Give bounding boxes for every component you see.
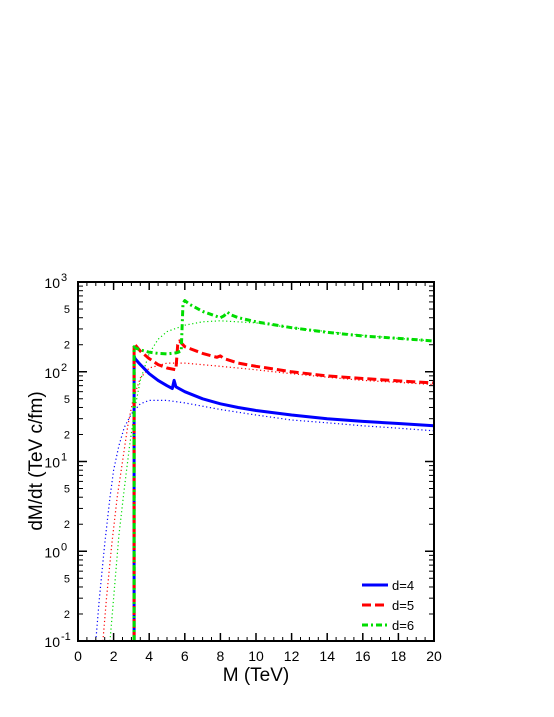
- y-minor-tick-label: 2: [64, 609, 70, 621]
- x-tick-label: 20: [426, 648, 442, 664]
- y-tick-label: 10: [44, 544, 60, 560]
- x-tick-label: 16: [355, 648, 371, 664]
- y-tick-label: 10: [44, 455, 60, 471]
- legend-label-d=5: d=5: [392, 598, 414, 613]
- y-tick-exponent: 0: [61, 541, 67, 553]
- y-minor-tick-label: 5: [64, 573, 70, 585]
- series-curves: [132, 299, 434, 641]
- x-tick-label: 6: [181, 648, 189, 664]
- x-tick-label: 10: [248, 648, 264, 664]
- legend-label-d=6: d=6: [392, 618, 414, 633]
- y-minor-tick-label: 2: [64, 340, 70, 352]
- y-tick-exponent: 3: [61, 272, 67, 284]
- y-axis-title: dM/dt (TeV c/fm): [26, 391, 47, 530]
- y-tick-label: 10: [44, 365, 60, 381]
- series-line-d=5: [132, 339, 434, 641]
- x-axis-title: M (TeV): [223, 665, 290, 686]
- x-tick-label: 0: [74, 648, 82, 664]
- y-tick-label: 10: [44, 634, 60, 650]
- y-minor-tick-label: 5: [64, 304, 70, 316]
- x-tick-label: 8: [217, 648, 225, 664]
- y-minor-tick-label: 2: [64, 519, 70, 531]
- series-line-d=4: [132, 354, 434, 641]
- y-minor-tick-label: 2: [64, 429, 70, 441]
- y-tick-exponent: -1: [61, 631, 71, 643]
- y-minor-tick-label: 5: [64, 484, 70, 496]
- axis-ticks: [77, 281, 435, 642]
- x-tick-label: 14: [319, 648, 335, 664]
- y-tick-exponent: 1: [61, 452, 67, 464]
- x-tick-label: 4: [145, 648, 153, 664]
- y-minor-tick-label: 5: [64, 394, 70, 406]
- y-tick-exponent: 2: [61, 362, 67, 374]
- y-tick-label: 10: [44, 275, 60, 291]
- x-tick-label: 2: [110, 648, 118, 664]
- reference-line-3: [109, 320, 434, 641]
- legend: d=4 d=5 d=6: [362, 578, 414, 633]
- reference-line-1: [95, 399, 434, 641]
- x-tick-label: 12: [284, 648, 300, 664]
- legend-label-d=4: d=4: [392, 578, 414, 593]
- series-line-d=6: [132, 299, 434, 641]
- x-tick-label: 18: [391, 648, 407, 664]
